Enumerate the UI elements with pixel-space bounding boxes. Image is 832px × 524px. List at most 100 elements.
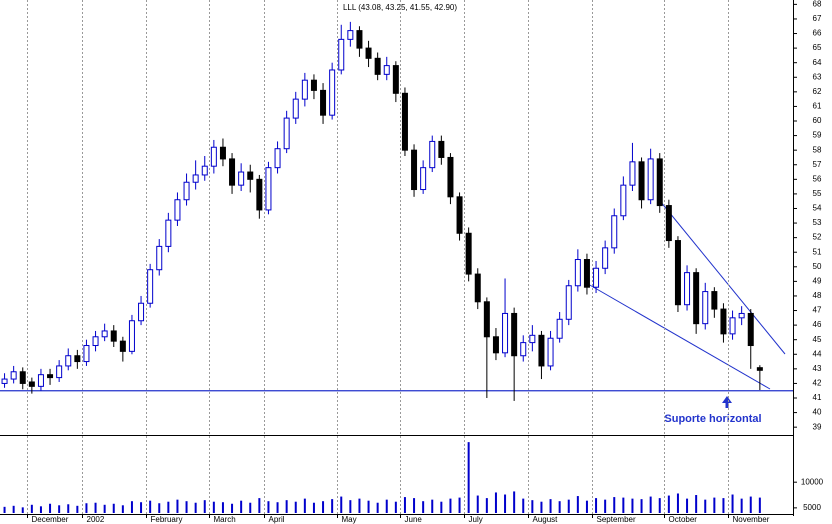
volume-bar (158, 503, 161, 513)
candle-body (238, 171, 245, 186)
candle-body (329, 69, 336, 116)
volume-bar (749, 496, 752, 513)
candle-body (729, 317, 736, 335)
volume-bar (695, 495, 698, 513)
volume-bar (676, 493, 679, 513)
y-tick-label: 47 (813, 306, 822, 315)
candle-body (474, 273, 481, 303)
candle-body (583, 259, 590, 288)
volume-bar (349, 500, 352, 513)
candle-body (256, 178, 263, 211)
volume-bar (149, 500, 152, 513)
y-tick-label: 67 (813, 14, 822, 23)
x-tick-label: April (269, 515, 285, 524)
y-tick-label: 42 (813, 379, 822, 388)
volume-bar (403, 497, 406, 513)
candle-body (138, 302, 145, 322)
y-tick-label: 68 (813, 0, 822, 8)
y-tick-label: 49 (813, 276, 822, 285)
volume-bar (112, 503, 115, 513)
candle-body (101, 330, 108, 338)
volume-bar (249, 502, 252, 513)
candle-body (201, 165, 208, 176)
volume-bar (504, 494, 507, 513)
volume-bar (522, 498, 525, 513)
candle-body (1, 378, 8, 384)
y-tick-label: 51 (813, 247, 822, 256)
candle-body (593, 267, 600, 288)
volume-bar (422, 501, 425, 513)
candle-body (401, 92, 408, 151)
candle-body (574, 259, 581, 287)
volume-bar (103, 504, 106, 513)
candle-body (684, 272, 691, 306)
volume-bar (322, 501, 325, 513)
volume-bar (194, 502, 197, 513)
candle-body (119, 340, 126, 352)
volume-bar (3, 506, 6, 513)
volume-bar (467, 442, 470, 513)
volume-bar (649, 496, 652, 513)
candle-body (265, 167, 272, 211)
volume-tick-label: 5000 (803, 503, 821, 512)
volume-bar (58, 505, 61, 513)
y-tick-label: 58 (813, 145, 822, 154)
volume-bar (722, 498, 725, 513)
x-tick-label: June (405, 515, 423, 524)
volume-bar (221, 502, 224, 513)
candle-body (219, 146, 226, 160)
volume-bar (312, 502, 315, 513)
candle-body (502, 312, 509, 354)
volume-bar (340, 496, 343, 513)
candle-body (356, 30, 363, 49)
y-tick-label: 59 (813, 131, 822, 140)
candle-body (247, 171, 254, 180)
volume-bar (576, 496, 579, 513)
x-tick-label: February (151, 515, 183, 524)
candle-body (611, 215, 618, 249)
candle-body (338, 38, 345, 71)
volume-bar (595, 498, 598, 513)
candle-body (447, 156, 454, 198)
candle-body (702, 291, 709, 325)
volume-bar (413, 498, 416, 513)
y-tick-label: 53 (813, 218, 822, 227)
volume-bar (431, 499, 434, 513)
volume-bar (476, 495, 479, 513)
x-tick-label: September (597, 515, 636, 524)
volume-tick-label: 10000 (801, 477, 824, 486)
x-tick-label: November (733, 515, 770, 524)
volume-bar (549, 499, 552, 513)
candle-body (620, 184, 627, 217)
annotation-arrow (722, 396, 732, 408)
volume-bar (585, 500, 588, 513)
volume-bar (458, 497, 461, 513)
candle-body (711, 291, 718, 310)
volume-bar (376, 502, 379, 513)
candle-body (383, 65, 390, 75)
candle-body (110, 330, 117, 342)
candle-body (556, 318, 563, 339)
x-tick-label: October (669, 515, 698, 524)
volume-bar (276, 502, 279, 513)
candle-body (647, 158, 654, 201)
volume-bar (449, 498, 452, 513)
volume-bar (203, 500, 206, 513)
candle-body (638, 161, 645, 201)
candle-body (492, 336, 499, 354)
volume-bar (176, 499, 179, 513)
candle-body (301, 79, 308, 100)
y-tick-label: 66 (813, 29, 822, 38)
candle-body (10, 371, 17, 380)
candle-body (538, 334, 545, 367)
volume-bar (540, 501, 543, 513)
volume-bar (485, 498, 488, 513)
x-tick-label: 2002 (87, 515, 105, 524)
y-tick-label: 62 (813, 87, 822, 96)
candle-body (738, 312, 745, 319)
annotation: Suporte horizontal (664, 413, 761, 425)
volume-bar (331, 499, 334, 513)
candle-body (56, 365, 63, 379)
